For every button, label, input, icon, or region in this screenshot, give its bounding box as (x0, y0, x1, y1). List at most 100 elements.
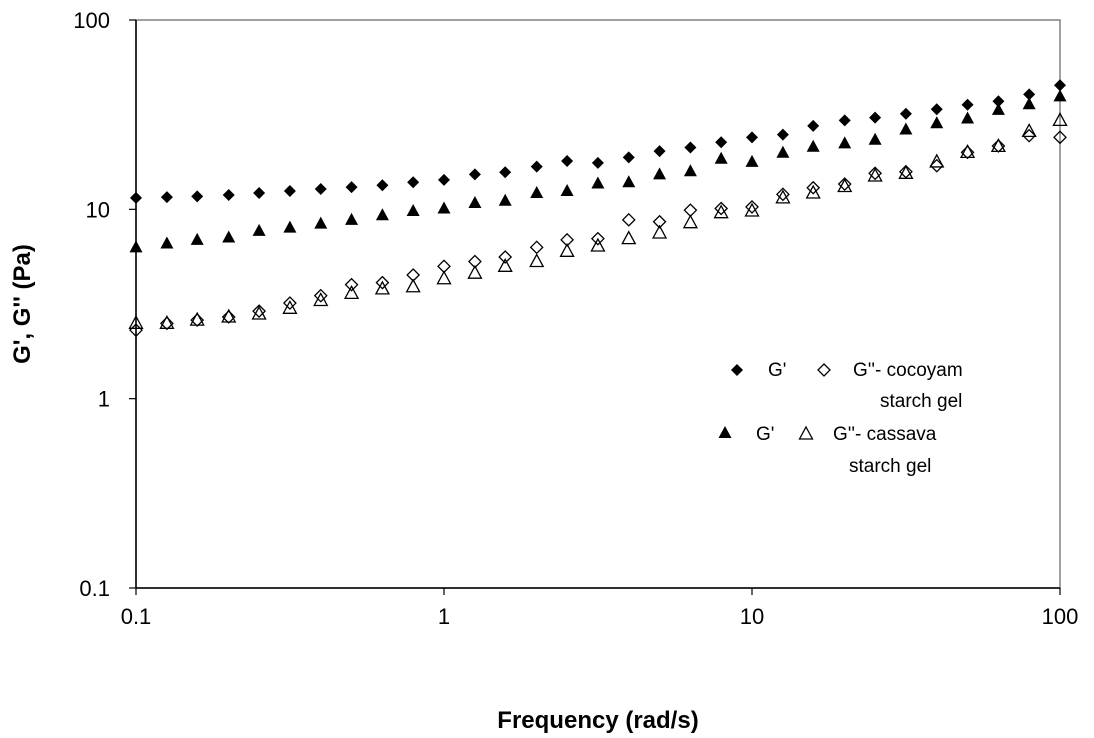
cocoyam-storage-modulus-point (622, 151, 635, 164)
cassava-loss-modulus-point (682, 214, 699, 229)
cassava-loss-modulus-point (1052, 112, 1068, 127)
cocoyam-storage-modulus-point (684, 141, 697, 154)
cocoyam-storage-modulus-point (222, 189, 235, 202)
legend-row1-label1: G' (768, 360, 786, 381)
cassava-storage-modulus-point (530, 185, 544, 198)
cassava-storage-modulus-point (406, 203, 420, 216)
cassava-storage-modulus-point (745, 154, 759, 167)
cocoyam-loss-modulus-point (806, 180, 821, 195)
cassava-loss-modulus-point (867, 167, 883, 182)
legend-row2-label1: G' (756, 424, 774, 445)
legend: G' G''- cocoyam starch gel G' G''- cassa… (718, 360, 963, 477)
cocoyam-loss-modulus-point (837, 177, 852, 191)
cassava-storage-modulus-point (806, 139, 820, 152)
cassava-loss-modulus-point (651, 224, 668, 239)
cocoyam-storage-modulus-point (838, 114, 851, 127)
cassava-loss-modulus-point (775, 189, 791, 204)
cocoyam-loss-modulus-point (252, 304, 267, 319)
cassava-storage-modulus-point (314, 216, 328, 229)
cocoyam-loss-modulus-point (775, 187, 790, 202)
cocoyam-storage-modulus-point (807, 119, 820, 132)
cocoyam-storage-modulus-point (376, 179, 389, 192)
legend-row1-label2: G''- cocoyam (853, 360, 963, 381)
cocoyam-storage-modulus-point (468, 168, 481, 181)
cassava-storage-modulus-point (375, 208, 389, 221)
cocoyam-loss-modulus-point (590, 231, 605, 246)
y-tick-label: 10 (86, 197, 110, 222)
cassava-loss-modulus-point (467, 264, 483, 279)
x-tick-label: 0.1 (121, 604, 152, 629)
cocoyam-storage-modulus-point (561, 155, 574, 168)
cocoyam-storage-modulus-point (776, 128, 789, 141)
cassava-loss-modulus-point (713, 204, 729, 219)
series-triangle-filled (129, 89, 1067, 253)
y-tick-label: 100 (73, 8, 110, 33)
cocoyam-storage-modulus-point (715, 136, 728, 149)
cassava-storage-modulus-point (868, 132, 882, 145)
cassava-storage-modulus-point (683, 164, 697, 177)
cocoyam-storage-modulus-point (407, 176, 420, 189)
cassava-loss-modulus-point (1021, 123, 1037, 138)
cocoyam-loss-modulus-point (560, 232, 575, 247)
cassava-loss-modulus-point (837, 178, 853, 193)
x-tick-label: 10 (740, 604, 764, 629)
legend-row1-label3: starch gel (880, 391, 962, 412)
x-tick-label: 100 (1042, 604, 1079, 629)
cocoyam-storage-modulus-point (746, 131, 758, 144)
x-tick-label: 1 (438, 604, 450, 629)
plot-area (135, 19, 1061, 589)
cassava-storage-modulus-point (437, 201, 451, 214)
cassava-loss-modulus-point (343, 284, 360, 299)
cocoyam-storage-modulus-point (653, 145, 666, 158)
cassava-storage-modulus-point (1022, 97, 1036, 110)
data-marks (128, 79, 1068, 338)
cocoyam-loss-modulus-point (159, 316, 174, 331)
cocoyam-storage-modulus-point (961, 98, 974, 111)
cocoyam-loss-modulus-point (1053, 130, 1067, 145)
cocoyam-storage-modulus-point (1054, 79, 1066, 92)
cocoyam-loss-modulus-point (868, 166, 883, 181)
cassava-loss-modulus-point (221, 308, 237, 323)
legend-diamond-open-icon (817, 363, 831, 377)
cassava-storage-modulus-point (283, 220, 297, 233)
cassava-storage-modulus-point (160, 236, 174, 249)
cassava-loss-modulus-point (898, 164, 914, 179)
cassava-storage-modulus-point (190, 232, 204, 245)
cocoyam-storage-modulus-point (314, 183, 327, 196)
cocoyam-loss-modulus-point (929, 158, 944, 173)
legend-symbols (718, 363, 831, 440)
cassava-loss-modulus-point (436, 270, 452, 285)
cocoyam-storage-modulus-point (591, 156, 604, 169)
cassava-loss-modulus-point (282, 299, 298, 314)
cocoyam-storage-modulus-point (345, 181, 358, 194)
cassava-storage-modulus-point (345, 212, 359, 225)
legend-row2-label3: starch gel (849, 456, 931, 477)
cassava-loss-modulus-point (959, 143, 976, 158)
cassava-storage-modulus-point (653, 167, 667, 180)
cocoyam-storage-modulus-point (191, 190, 204, 203)
cocoyam-loss-modulus-point (621, 212, 636, 227)
cocoyam-storage-modulus-point (899, 107, 912, 120)
cassava-loss-modulus-point (313, 292, 329, 307)
cassava-storage-modulus-point (838, 136, 852, 149)
cocoyam-loss-modulus-point (190, 313, 205, 328)
axes: 0.1 1 10 100 0.1 1 10 100 (73, 8, 1078, 629)
cassava-loss-modulus-point (251, 305, 267, 320)
cocoyam-loss-modulus-point (344, 277, 359, 292)
cocoyam-loss-modulus-point (282, 296, 297, 310)
cassava-storage-modulus-point (991, 102, 1005, 115)
cassava-storage-modulus-point (468, 196, 482, 209)
cassava-loss-modulus-point (159, 314, 175, 329)
y-tick-label: 0.1 (79, 576, 110, 601)
cocoyam-storage-modulus-point (283, 184, 296, 197)
cassava-loss-modulus-point (405, 278, 421, 293)
cassava-loss-modulus-point (805, 184, 821, 199)
cocoyam-storage-modulus-point (530, 160, 543, 173)
cocoyam-storage-modulus-point (869, 111, 882, 124)
cocoyam-loss-modulus-point (313, 288, 328, 303)
cocoyam-loss-modulus-point (652, 214, 667, 229)
cocoyam-storage-modulus-point (930, 103, 943, 116)
legend-row2-label2: G''- cassava (833, 424, 937, 445)
cassava-storage-modulus-point (1053, 89, 1067, 102)
